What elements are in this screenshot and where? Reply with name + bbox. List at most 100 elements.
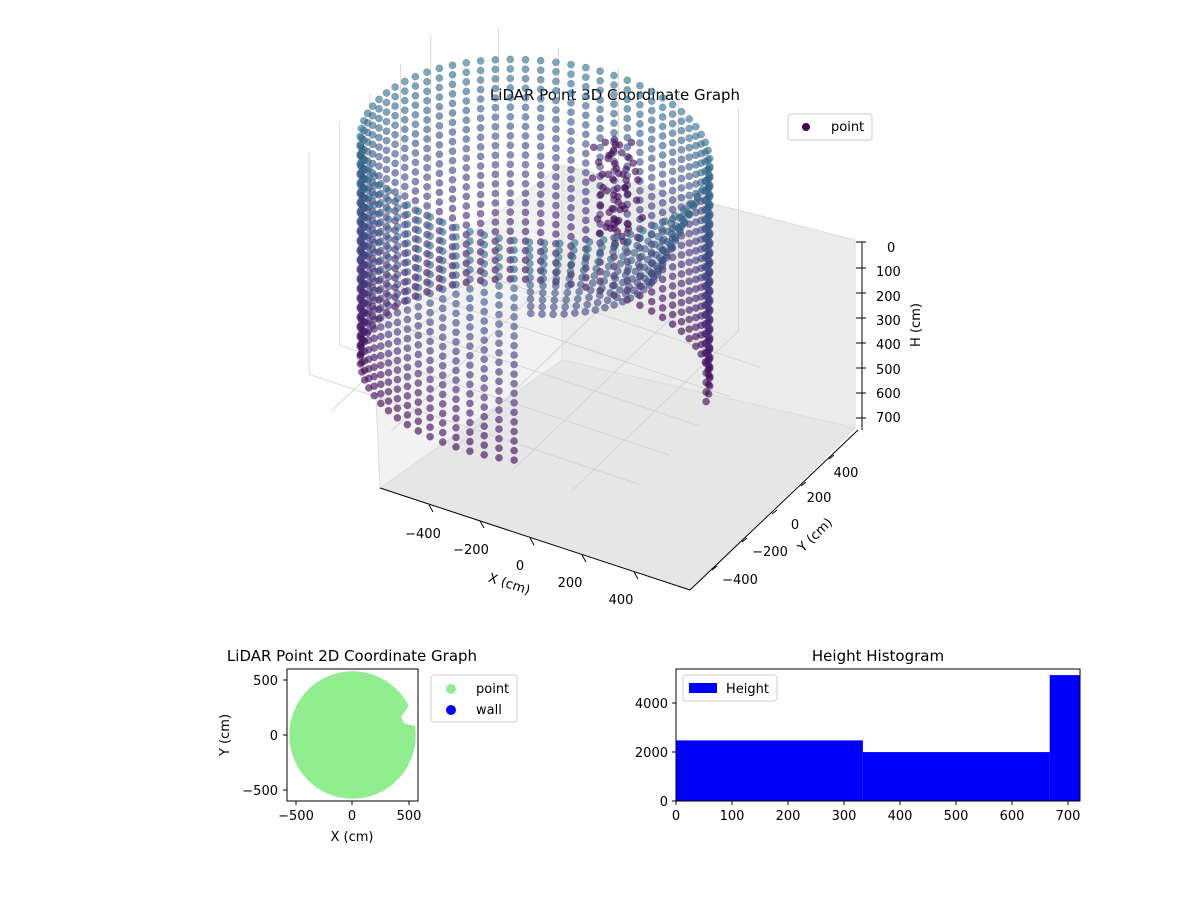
legend-box (682, 674, 778, 702)
lidar-point (600, 277, 609, 285)
lidar-point (393, 261, 402, 269)
lidar-point (510, 341, 518, 350)
lidar-point (495, 253, 503, 262)
lidar-point (575, 287, 584, 296)
lidar-point (375, 162, 383, 171)
lidar-point (403, 382, 412, 391)
lidar-point (606, 255, 615, 264)
lidar-point (506, 217, 515, 226)
lidar-point (400, 192, 409, 200)
lidar-point (671, 211, 679, 220)
x-tick (633, 571, 639, 580)
lidar-point (510, 456, 518, 464)
lidar-point (476, 114, 485, 123)
lidar-point (452, 242, 460, 251)
lidar-point (567, 118, 575, 126)
lidar-point (510, 370, 518, 379)
lidar-point (616, 205, 624, 214)
lidar-point (521, 227, 530, 236)
lidar-point (551, 289, 559, 297)
lidar-point (435, 207, 444, 216)
lidar-point (448, 61, 457, 70)
lidar-point (698, 185, 707, 194)
lidar-point (375, 105, 383, 113)
y-tick (741, 537, 748, 543)
legend-2d: point wall (430, 674, 518, 723)
lidar-point (426, 423, 434, 432)
lidar-point (376, 370, 385, 379)
lidar-point (462, 68, 471, 77)
lidar-point (376, 342, 385, 350)
lidar-point (636, 148, 644, 157)
lidar-point (400, 106, 409, 115)
lidar-point (510, 389, 518, 398)
lidar-point (510, 360, 518, 369)
lidar-point (588, 174, 597, 182)
lidar-point (403, 220, 412, 228)
lidar-point (384, 215, 393, 224)
lidar-point (581, 168, 590, 177)
lidar-point (411, 158, 420, 167)
lidar-point (640, 263, 649, 272)
lidar-point (495, 415, 503, 424)
lidar-point (466, 447, 474, 456)
lidar-point (423, 192, 431, 201)
lidar-point (623, 143, 632, 151)
lidar-point (476, 57, 485, 65)
lidar-point (538, 288, 547, 297)
lidar-point (605, 208, 614, 217)
lidar-point (480, 403, 489, 411)
lidar-point (375, 152, 383, 161)
lidar-point (677, 327, 686, 336)
lidar-point (400, 125, 409, 134)
lidar-point (668, 320, 677, 329)
lidar-point (702, 235, 710, 244)
lidar-point (476, 143, 485, 151)
lidar-point (357, 124, 366, 133)
lidar-point (393, 251, 402, 260)
lidar-point (610, 159, 619, 168)
lidar-point (452, 423, 460, 432)
lidar-point (567, 137, 575, 145)
lidar-point (552, 96, 560, 105)
lidar-point (414, 331, 423, 340)
lidar-point (567, 223, 575, 231)
lidar-point (376, 246, 385, 255)
lidar-point (581, 101, 590, 110)
lidar-point (452, 376, 460, 384)
lidar-point (480, 307, 489, 316)
lidar-point (426, 375, 434, 384)
lidar-point (476, 123, 485, 132)
lidar-point (491, 65, 500, 74)
lidar-point (426, 308, 434, 317)
lidar-point (604, 170, 612, 179)
lidar-point (384, 254, 393, 262)
lidar-point (539, 267, 548, 276)
lidar-point (376, 361, 385, 370)
lidar-point (414, 207, 423, 216)
lidar-point (370, 286, 379, 295)
lidar-point (560, 310, 568, 318)
lidar-point (552, 274, 561, 283)
points-2d (289, 671, 418, 799)
lidar-point (403, 325, 412, 333)
lidar-point (668, 186, 677, 195)
lidar-point (495, 243, 503, 252)
lidar-point (466, 294, 474, 303)
histogram-title: Height Histogram (812, 647, 944, 665)
lidar-point (685, 229, 694, 238)
lidar-point (617, 148, 626, 157)
lidar-point (581, 259, 589, 268)
lidar-point (480, 355, 489, 364)
lidar-point (623, 133, 632, 142)
lidar-point (526, 302, 535, 311)
lidar-point (613, 233, 622, 242)
lidar-point (370, 363, 379, 371)
lidar-point (540, 239, 549, 247)
lidar-point (466, 390, 474, 398)
lidar-point (685, 258, 694, 267)
lidar-point (476, 162, 485, 170)
y-tick-label: 0 (660, 795, 668, 810)
lidar-point (565, 274, 574, 283)
